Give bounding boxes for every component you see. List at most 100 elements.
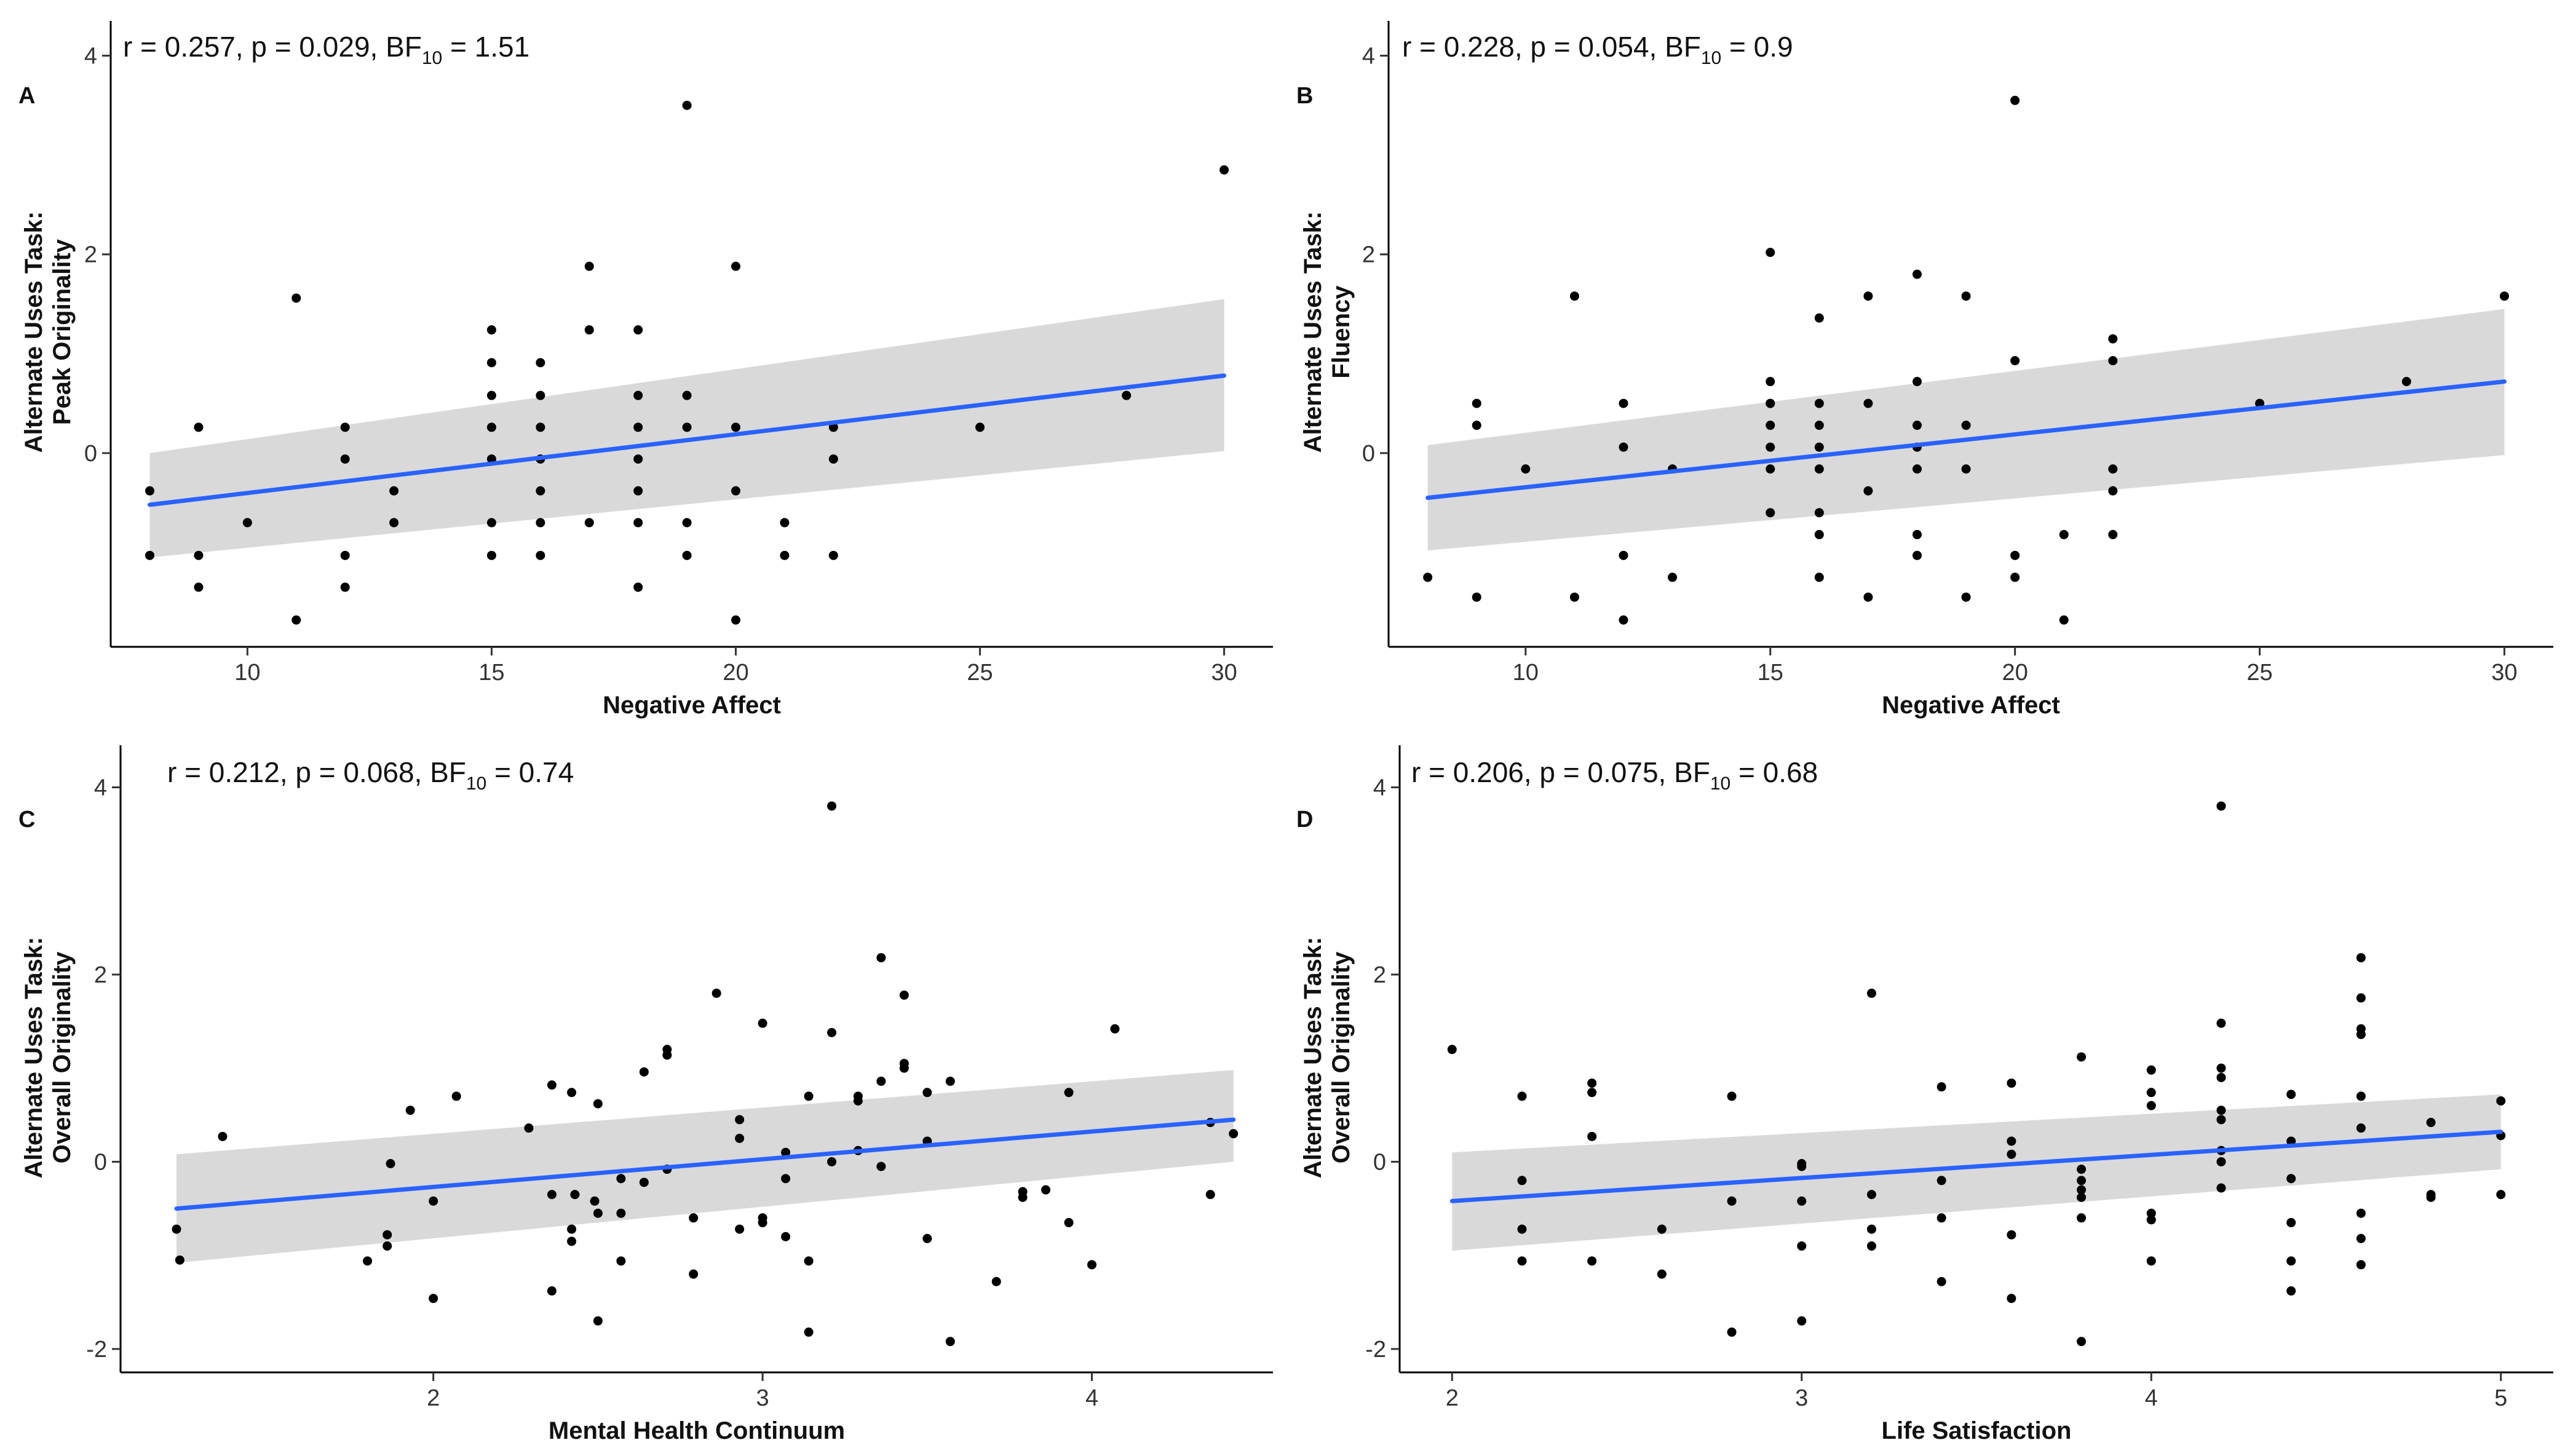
data-point [1766,442,1775,452]
data-point [1912,464,1922,474]
data-point [2146,1256,2156,1266]
data-point [1087,1260,1097,1270]
data-point [2108,356,2118,366]
data-point [584,518,594,528]
data-point [945,1077,955,1086]
data-point [1912,421,1922,430]
data-point [758,1018,767,1028]
data-point [945,1337,955,1347]
data-point [689,1269,699,1279]
data-point [2216,1115,2226,1125]
data-point [780,518,790,528]
panel-letter: A [18,83,35,109]
stats-subscript: 10 [1710,774,1730,794]
data-point [682,422,692,432]
data-point [899,1063,909,1073]
data-point [451,1091,461,1101]
data-point [1569,291,1579,301]
data-point [1447,1045,1457,1054]
data-point [2077,1165,2087,1174]
y-axis-title-line2: Overall Originality [49,951,76,1163]
stats-prefix: r = 0.228, p = 0.054, BF [1402,31,1701,63]
data-point [1814,442,1824,452]
data-point [633,582,643,592]
data-point [781,1147,791,1157]
data-point [1814,572,1824,582]
confidence-band [1452,1094,2501,1251]
data-point [2108,486,2118,496]
data-point [735,1115,745,1125]
x-axis-title: Life Satisfaction [1882,1417,2072,1444]
y-tick-label: 0 [94,1149,107,1175]
data-point [2216,1063,2226,1073]
stats-prefix: r = 0.257, p = 0.029, BF [123,31,422,63]
data-point [2496,1096,2506,1106]
data-point [2496,1190,2506,1200]
x-tick-label: 4 [1085,1385,1098,1411]
data-point [1018,1192,1028,1202]
data-point [2077,1213,2087,1223]
data-point [340,422,350,432]
x-axis-title: Negative Affect [603,692,781,719]
data-point [804,1327,814,1337]
x-tick-label: 15 [478,660,504,686]
data-point [593,1316,603,1326]
y-axis-title-line1: Alternate Uses Task: [1299,212,1326,453]
data-point [922,1088,932,1098]
data-point [2007,1294,2016,1304]
x-tick-label: 2 [427,1385,440,1411]
data-point [2216,1072,2226,1082]
data-point [1229,1129,1239,1139]
data-point [1814,313,1824,323]
data-point [1668,572,1678,582]
data-point [616,1208,626,1218]
regression-line [1425,379,2507,501]
data-point [639,1067,649,1077]
data-point [389,518,399,528]
data-point [616,1174,626,1184]
data-point [1766,421,1775,430]
y-tick-label: 0 [84,441,97,467]
data-point [536,390,545,400]
data-point [1587,1131,1597,1141]
data-point [1863,291,1873,301]
data-point [389,486,399,496]
data-point [1797,1196,1807,1206]
regression-line [1449,1130,2504,1203]
data-point [1814,398,1824,408]
data-point [639,1177,649,1187]
data-point [486,325,496,335]
data-point [242,518,252,528]
data-point [1937,1276,1946,1286]
data-point [780,550,790,560]
data-point [2216,1018,2226,1028]
data-point [547,1286,557,1296]
data-point [2059,615,2069,625]
stats-subscript: 10 [422,48,442,68]
data-point [2426,1192,2436,1202]
data-point [2010,356,2020,366]
y-tick-label: -2 [1365,1337,1386,1363]
data-point [1766,398,1775,408]
data-point [2010,550,2020,560]
data-point [1064,1217,1074,1227]
data-point [876,1161,886,1171]
x-tick-label: 25 [967,660,993,686]
data-point [383,1241,392,1251]
data-point [340,582,350,592]
y-tick-label: 0 [1362,441,1375,467]
data-point [2216,1183,2226,1193]
data-point [2356,1091,2366,1101]
data-point [2356,1260,2366,1270]
data-point [1122,390,1132,400]
data-point [1517,1176,1527,1185]
data-point [899,990,909,1000]
panel-c: 2 3 4 -2 0 2 4 Cr = 0.212, p = 0.068, BF10 = 0.… [18,745,1273,1444]
y-tick-label: 4 [1373,775,1386,801]
data-point [1472,592,1481,602]
data-point [172,1224,181,1234]
data-point [853,1091,863,1101]
data-point [876,1077,886,1086]
data-point [486,550,496,560]
